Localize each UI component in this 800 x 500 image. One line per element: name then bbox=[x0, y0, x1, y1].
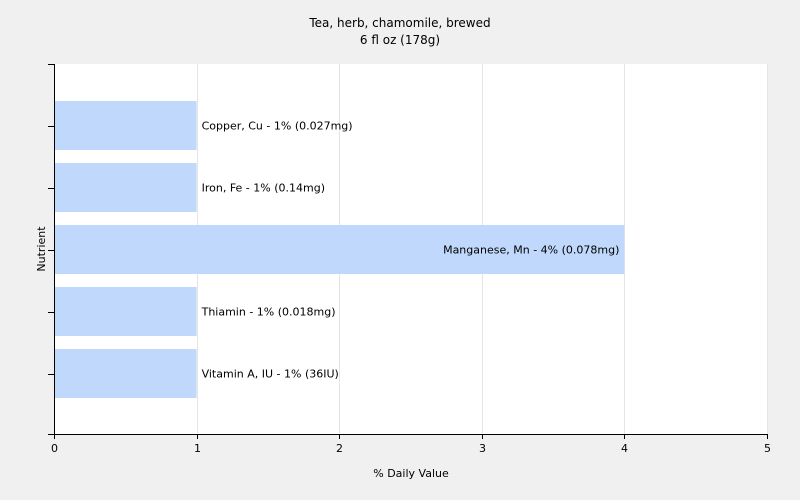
axes: 0 1 2 3 4 5 bbox=[48, 64, 771, 455]
bar-data-label: Manganese, Mn - 4% (0.078mg) bbox=[443, 244, 619, 257]
x-tick-label: 5 bbox=[764, 442, 771, 455]
bar bbox=[55, 225, 625, 274]
x-tick-label: 4 bbox=[621, 442, 628, 455]
x-axis-label: % Daily Value bbox=[373, 467, 449, 480]
chart-subtitle: 6 fl oz (178g) bbox=[360, 33, 440, 47]
bar bbox=[55, 349, 197, 398]
chart-title: Tea, herb, chamomile, brewed bbox=[308, 16, 490, 30]
bar-data-label: Copper, Cu - 1% (0.027mg) bbox=[202, 120, 353, 133]
bar-data-label: Thiamin - 1% (0.018mg) bbox=[201, 306, 336, 319]
x-tick-label: 1 bbox=[194, 442, 201, 455]
x-tick-label: 0 bbox=[51, 442, 58, 455]
bar bbox=[55, 101, 197, 150]
y-axis-label: Nutrient bbox=[35, 226, 48, 272]
bar bbox=[55, 287, 197, 336]
x-tick-label: 2 bbox=[336, 442, 343, 455]
bar-data-label: Vitamin A, IU - 1% (36IU) bbox=[202, 368, 339, 381]
bar bbox=[55, 163, 197, 212]
bars bbox=[55, 101, 625, 398]
bar-labels: Copper, Cu - 1% (0.027mg) Iron, Fe - 1% (… bbox=[201, 120, 620, 381]
bar-data-label: Iron, Fe - 1% (0.14mg) bbox=[202, 182, 325, 195]
x-tick-label: 3 bbox=[479, 442, 486, 455]
